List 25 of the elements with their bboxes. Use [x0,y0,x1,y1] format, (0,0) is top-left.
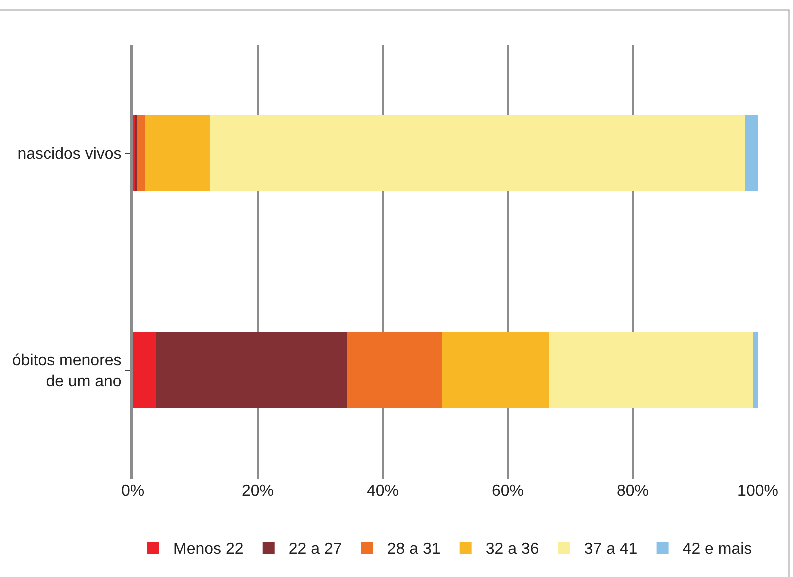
bar [346,332,442,408]
x-tick-label: 0% [121,483,145,500]
x-tick-label: 80% [616,483,650,500]
legend-label: 22 a 27 [288,541,342,558]
y-tick-label: nascidos vivos [18,146,122,164]
bar [746,116,758,192]
legend-label: 37 a 41 [584,541,638,558]
bar [210,116,746,192]
legend-label: 32 a 36 [486,541,540,558]
bar [134,116,138,192]
x-tick-label: 100% [738,483,778,500]
x-tick-label: 60% [492,483,524,500]
bar [442,332,550,408]
y-tick-label: óbitos menores de um ano [12,352,122,390]
legend-label: Menos 22 [174,541,244,558]
legend-label: 42 e mais [682,541,752,558]
bar [133,332,156,408]
bar [144,116,210,192]
bar [754,332,758,408]
bar [137,116,145,192]
bar [549,332,754,408]
bar [156,332,347,408]
legend-label: 28 a 31 [387,541,441,558]
x-tick-label: 40% [366,483,400,500]
x-tick-label: 20% [242,483,274,500]
